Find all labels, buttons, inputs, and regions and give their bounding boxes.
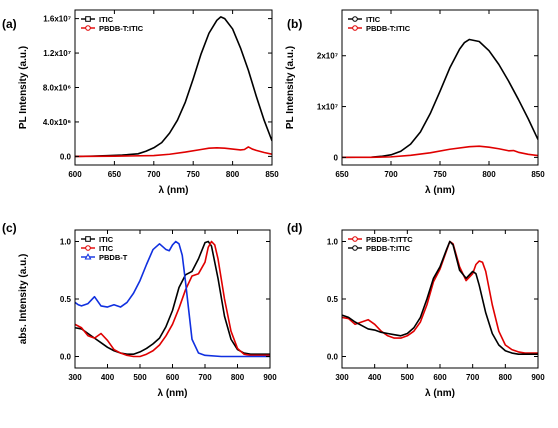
series-line bbox=[342, 38, 538, 159]
x-tick-label: 800 bbox=[499, 373, 513, 382]
plot-frame bbox=[74, 9, 273, 166]
legend-entry: PBDB-T:ITIC bbox=[99, 24, 144, 33]
series-group bbox=[75, 16, 272, 158]
y-tick-label: 8.0x10⁶ bbox=[43, 84, 71, 93]
legend-marker bbox=[352, 16, 358, 22]
x-tick-label: 800 bbox=[482, 170, 496, 179]
series-line bbox=[75, 146, 272, 158]
x-axis-title: λ (nm) bbox=[425, 388, 455, 399]
y-tick-label: 0 bbox=[334, 153, 339, 162]
x-tick-label: 700 bbox=[384, 170, 398, 179]
x-tick-label: 850 bbox=[531, 170, 545, 179]
y-tick-label: 1.6x10⁷ bbox=[43, 15, 71, 24]
series-line bbox=[75, 240, 270, 358]
legend-entry: PBDB-T:ITIC bbox=[366, 24, 411, 33]
y-tick-label: 1x10⁷ bbox=[317, 103, 338, 112]
series-line bbox=[75, 240, 270, 358]
legend-marker bbox=[352, 245, 358, 251]
x-tick-label: 850 bbox=[265, 170, 279, 179]
panel-label: (a) bbox=[2, 17, 17, 31]
y-tick-label: 1.0 bbox=[60, 238, 72, 247]
x-tick-label: 700 bbox=[466, 373, 480, 382]
x-tick-label: 300 bbox=[68, 373, 82, 382]
series-line bbox=[75, 240, 270, 355]
legend-entry: ITIC bbox=[99, 15, 114, 24]
y-axis-title: PL Intensity (a.u.) bbox=[18, 46, 29, 129]
series-line bbox=[75, 16, 272, 158]
y-tick-label: 0.5 bbox=[60, 295, 72, 304]
x-tick-label: 750 bbox=[433, 170, 447, 179]
legend-marker bbox=[84, 253, 92, 260]
chart-panel-3: (c) 300 400 500 600 700 800 900 0.0 0.5 1.0 λ (nm) a… bbox=[2, 221, 277, 399]
x-tick-label: 400 bbox=[368, 373, 382, 382]
series-group bbox=[342, 240, 538, 355]
x-tick-label: 650 bbox=[108, 170, 122, 179]
legend-marker bbox=[85, 245, 91, 251]
x-tick-label: 900 bbox=[531, 373, 545, 382]
y-tick-label: 1.2x10⁷ bbox=[43, 49, 71, 58]
chart-panel-1: (a) 600 650 700 750 800 850 0.0 4.0x10⁶ 8.0x10⁶ 1.… bbox=[2, 9, 279, 196]
series-line bbox=[342, 145, 538, 159]
legend-entry: PBDB-T:ITTC bbox=[366, 235, 413, 244]
panel-label: (b) bbox=[287, 17, 302, 31]
x-axis-title: λ (nm) bbox=[158, 388, 188, 399]
x-tick-label: 400 bbox=[101, 373, 115, 382]
legend-entry: PBDB-T bbox=[99, 253, 128, 262]
y-tick-label: 0.5 bbox=[327, 295, 339, 304]
x-tick-label: 300 bbox=[335, 373, 349, 382]
x-axis-title: λ (nm) bbox=[159, 185, 189, 196]
y-tick-label: 0.0 bbox=[60, 353, 72, 362]
series-line bbox=[342, 240, 538, 354]
x-tick-label: 750 bbox=[187, 170, 201, 179]
legend-marker bbox=[85, 16, 91, 22]
x-tick-label: 800 bbox=[231, 373, 245, 382]
legend-marker bbox=[352, 25, 358, 31]
x-tick-label: 900 bbox=[263, 373, 277, 382]
x-tick-label: 650 bbox=[335, 170, 349, 179]
chart-panel-2: (b) 650 700 750 800 850 0 1x10⁷ 2x10⁷ λ (nm) PL In… bbox=[285, 9, 545, 196]
x-tick-label: 600 bbox=[433, 373, 447, 382]
series-group bbox=[75, 240, 270, 358]
legend-marker bbox=[85, 25, 91, 31]
x-tick-label: 500 bbox=[133, 373, 147, 382]
x-tick-label: 800 bbox=[226, 170, 240, 179]
y-tick-label: 0.0 bbox=[60, 152, 72, 161]
x-tick-label: 600 bbox=[166, 373, 180, 382]
panel-label: (d) bbox=[287, 221, 302, 235]
series-line bbox=[342, 240, 538, 355]
legend-entry: PBDB-T:ITIC bbox=[366, 244, 411, 253]
legend-marker bbox=[85, 236, 91, 242]
x-tick-label: 700 bbox=[198, 373, 212, 382]
x-tick-label: 600 bbox=[68, 170, 82, 179]
y-axis-title: PL Intensity (a.u.) bbox=[285, 46, 296, 129]
plot-frame bbox=[341, 9, 539, 166]
x-tick-label: 700 bbox=[147, 170, 161, 179]
legend-marker bbox=[352, 236, 358, 242]
y-tick-label: 2x10⁷ bbox=[317, 52, 338, 61]
y-tick-label: 0.0 bbox=[327, 353, 339, 362]
x-axis-title: λ (nm) bbox=[425, 185, 455, 196]
legend-entry: ITIC bbox=[366, 15, 381, 24]
chart-panel-4: (d) 300 400 500 600 700 800 900 0.0 0.5 1.0 λ (nm) P… bbox=[287, 221, 545, 399]
x-tick-label: 500 bbox=[401, 373, 415, 382]
legend-entry: ITIC bbox=[99, 244, 114, 253]
panel-label: (c) bbox=[2, 221, 17, 235]
y-axis-title: abs. Intensity (a.u.) bbox=[18, 254, 29, 345]
series-group bbox=[342, 38, 538, 159]
y-tick-label: 4.0x10⁶ bbox=[43, 118, 71, 127]
y-tick-label: 1.0 bbox=[327, 238, 339, 247]
legend-entry: ITIC bbox=[99, 235, 114, 244]
